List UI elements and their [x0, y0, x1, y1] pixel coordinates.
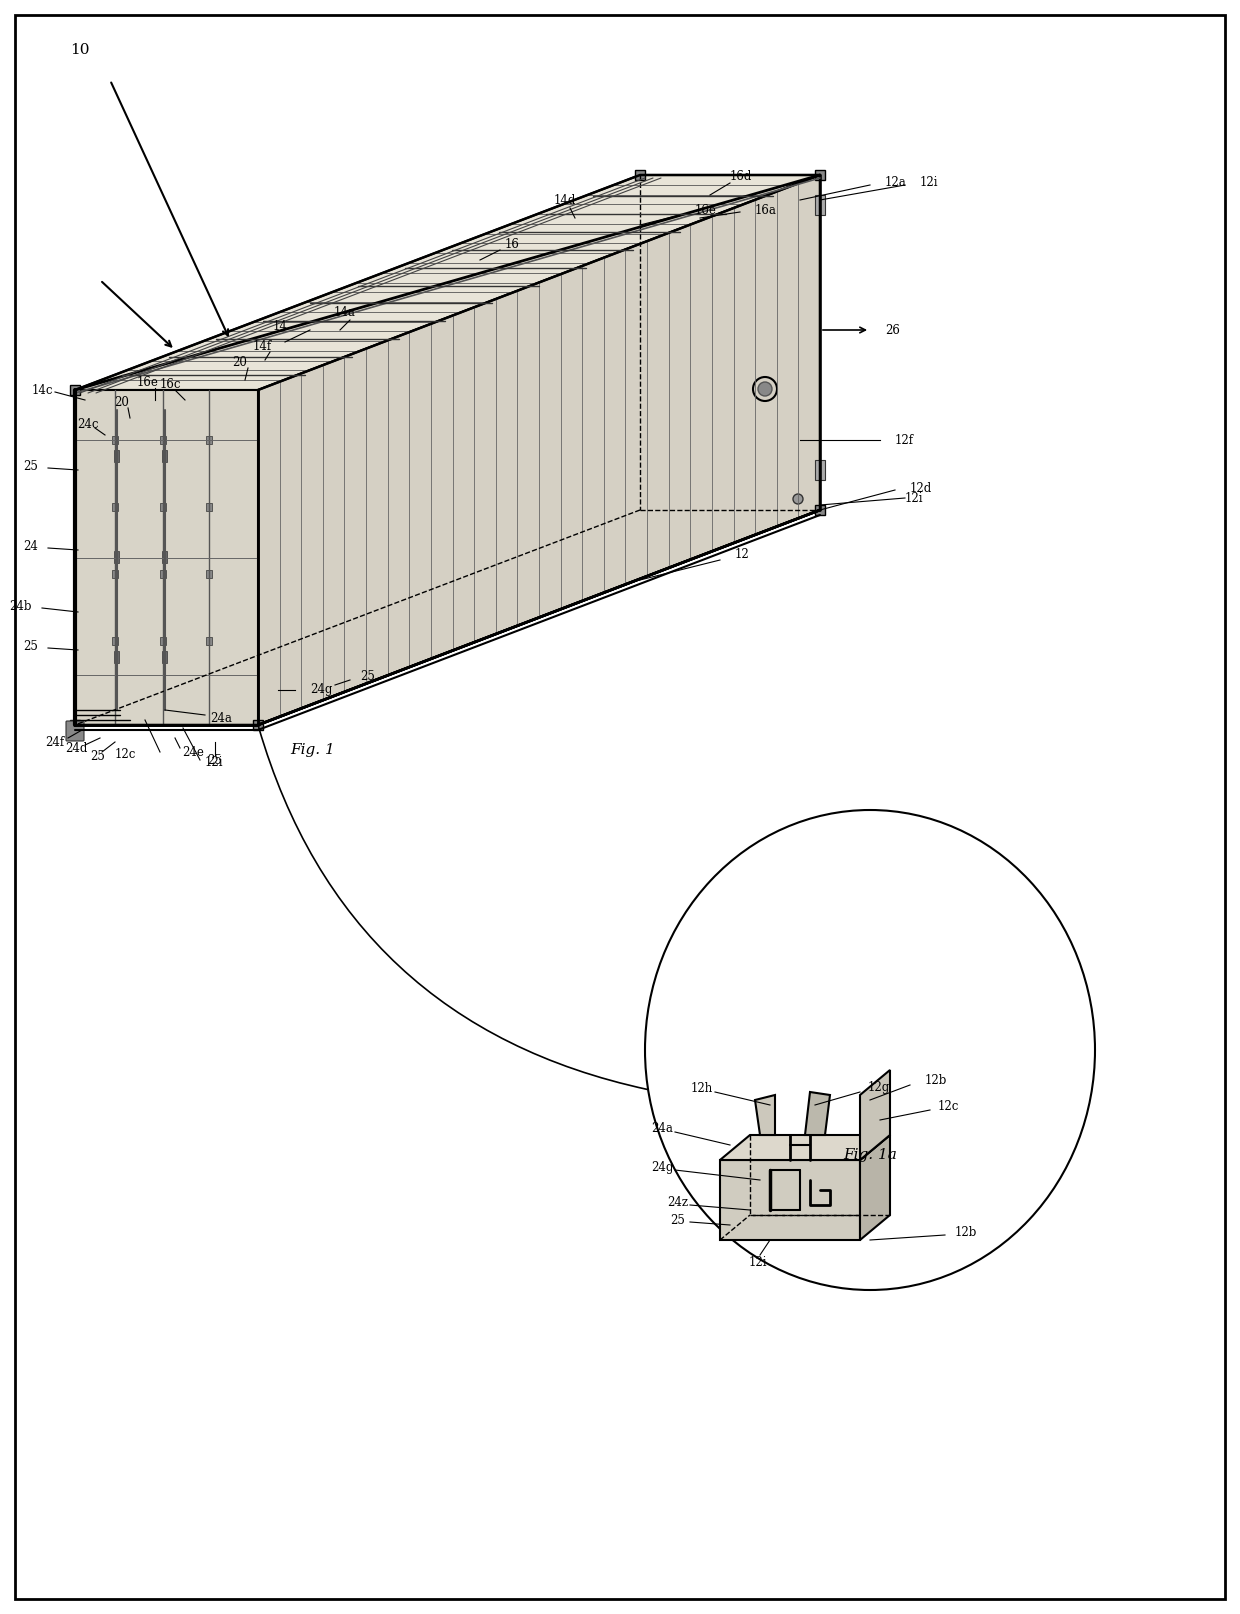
Text: 12d: 12d: [910, 481, 932, 494]
FancyBboxPatch shape: [66, 721, 84, 741]
Text: 25: 25: [24, 460, 38, 473]
Bar: [113, 504, 118, 512]
Text: 12i: 12i: [749, 1256, 768, 1269]
Text: 24a: 24a: [210, 712, 232, 725]
Bar: [113, 570, 118, 578]
Polygon shape: [74, 391, 258, 725]
Text: 16e: 16e: [138, 376, 159, 389]
Bar: [206, 638, 212, 646]
Text: Fig. 1a: Fig. 1a: [843, 1148, 897, 1162]
Polygon shape: [805, 1093, 830, 1135]
Text: 16e: 16e: [694, 203, 717, 216]
Text: 16d: 16d: [730, 169, 753, 182]
Bar: [69, 386, 81, 395]
Bar: [162, 650, 167, 663]
Bar: [113, 638, 118, 646]
Text: 14a: 14a: [334, 307, 356, 320]
Text: 24f: 24f: [46, 736, 64, 749]
Text: 25: 25: [671, 1214, 686, 1227]
Text: 12: 12: [735, 549, 750, 562]
Polygon shape: [720, 1160, 861, 1240]
Bar: [162, 450, 167, 462]
Text: 12f: 12f: [895, 434, 914, 447]
Polygon shape: [258, 174, 820, 725]
Text: 12a: 12a: [885, 176, 906, 189]
Text: 12c: 12c: [114, 749, 135, 762]
Polygon shape: [74, 174, 820, 391]
Bar: [206, 504, 212, 512]
Text: 12b: 12b: [955, 1225, 977, 1238]
Text: 20: 20: [114, 397, 129, 410]
Text: 14c: 14c: [31, 384, 53, 397]
Text: 24b: 24b: [10, 599, 32, 612]
Text: 24a: 24a: [651, 1122, 673, 1135]
Bar: [815, 169, 825, 181]
Bar: [162, 550, 167, 563]
Polygon shape: [720, 1135, 890, 1160]
Text: 16a: 16a: [755, 203, 777, 216]
Text: 14f: 14f: [253, 341, 272, 353]
Text: 20: 20: [233, 355, 248, 368]
Text: 12i: 12i: [920, 176, 939, 189]
Bar: [206, 570, 212, 578]
Bar: [160, 570, 166, 578]
Text: 25: 25: [24, 639, 38, 652]
Text: 24d: 24d: [64, 741, 87, 754]
Bar: [160, 638, 166, 646]
Text: 24g: 24g: [651, 1160, 673, 1173]
Circle shape: [758, 383, 773, 395]
Text: 12g: 12g: [868, 1081, 890, 1094]
Text: 12h: 12h: [691, 1081, 713, 1094]
Bar: [253, 720, 263, 730]
Text: 25: 25: [207, 754, 222, 767]
Text: 24g: 24g: [310, 683, 332, 697]
Bar: [69, 720, 81, 730]
Polygon shape: [861, 1135, 890, 1240]
Bar: [815, 460, 825, 479]
Text: 12c: 12c: [937, 1101, 960, 1114]
Text: 14: 14: [273, 320, 288, 332]
Text: 24c: 24c: [77, 418, 99, 431]
Bar: [114, 450, 119, 462]
Text: 25: 25: [91, 751, 105, 763]
Circle shape: [794, 494, 804, 504]
Text: 25: 25: [360, 670, 374, 683]
Text: 24e: 24e: [182, 746, 203, 759]
Text: 12i: 12i: [905, 492, 924, 505]
Bar: [114, 550, 119, 563]
Text: 12i: 12i: [205, 755, 223, 768]
Text: 14d: 14d: [554, 195, 577, 208]
Text: 10: 10: [69, 44, 89, 56]
Bar: [113, 436, 118, 444]
Polygon shape: [861, 1070, 890, 1160]
Text: 16c: 16c: [159, 378, 181, 391]
Text: Fig. 1: Fig. 1: [290, 742, 335, 757]
Text: 16: 16: [505, 237, 520, 250]
Bar: [815, 505, 825, 515]
Bar: [114, 650, 119, 663]
Text: 12b: 12b: [925, 1073, 947, 1086]
Polygon shape: [755, 1094, 775, 1135]
Text: 24: 24: [24, 539, 38, 552]
Bar: [160, 436, 166, 444]
Bar: [815, 195, 825, 215]
Bar: [160, 504, 166, 512]
Text: 24z: 24z: [667, 1196, 688, 1209]
Bar: [206, 436, 212, 444]
Bar: [635, 169, 645, 181]
Text: 26: 26: [885, 323, 900, 336]
